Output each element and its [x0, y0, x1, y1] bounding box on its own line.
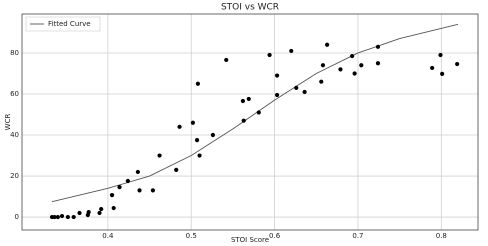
data-point	[195, 81, 200, 86]
data-point	[77, 210, 82, 216]
data-point	[65, 214, 70, 220]
data-point	[109, 193, 115, 198]
legend-label: Fitted Curve	[48, 20, 91, 28]
data-point	[319, 79, 324, 84]
fitted-curve	[51, 23, 459, 203]
data-point	[157, 153, 162, 158]
data-point	[240, 98, 246, 104]
y-axis-label: WCR	[4, 114, 12, 131]
data-point	[274, 73, 280, 78]
data-point	[375, 44, 381, 49]
data-point	[190, 120, 195, 125]
data-point	[438, 52, 443, 58]
data-point	[194, 138, 200, 143]
data-point	[71, 214, 76, 220]
data-point	[52, 214, 57, 220]
data-point	[241, 118, 246, 123]
data-point	[197, 153, 202, 158]
y-tick-label: 0	[15, 213, 19, 221]
x-tick-label: 0.7	[352, 232, 363, 240]
x-axis-label: STOI Score	[231, 236, 269, 244]
data-point	[274, 92, 280, 98]
data-point	[302, 89, 307, 95]
data-point	[97, 210, 102, 216]
x-tick-label: 0.5	[186, 232, 197, 240]
data-point	[86, 210, 91, 215]
plot-frame	[21, 13, 479, 231]
data-point	[177, 124, 182, 129]
data-point	[59, 213, 65, 219]
data-point	[55, 214, 60, 220]
data-point	[430, 65, 435, 71]
x-tick-label: 0.8	[436, 232, 447, 240]
data-point	[294, 85, 299, 90]
data-point	[137, 188, 142, 193]
data-point	[111, 205, 116, 211]
data-point	[289, 48, 294, 54]
data-point	[325, 42, 330, 47]
chart-title: STOI vs WCR	[221, 3, 279, 13]
legend-box	[25, 16, 101, 32]
x-tick-label: 0.4	[102, 232, 114, 240]
data-point	[224, 57, 229, 63]
data-point	[350, 53, 355, 59]
data-point	[375, 61, 381, 66]
data-point	[267, 52, 272, 58]
data-point	[117, 185, 122, 190]
data-point	[210, 132, 216, 138]
data-point	[246, 96, 251, 102]
y-tick-label: 60	[10, 90, 19, 98]
data-point	[440, 71, 445, 76]
data-point	[174, 167, 179, 172]
y-tick-label: 40	[10, 131, 19, 139]
data-point	[150, 188, 155, 193]
data-point	[359, 63, 364, 68]
y-tick-label: 20	[10, 172, 19, 180]
x-tick-label: 0.6	[269, 232, 281, 240]
data-point	[320, 63, 326, 68]
data-point	[352, 71, 357, 76]
data-point	[135, 169, 140, 175]
data-point	[99, 206, 104, 212]
data-point	[256, 110, 261, 115]
data-point	[125, 178, 130, 184]
data-point	[338, 67, 343, 72]
data-point	[455, 61, 460, 67]
y-tick-label: 80	[10, 49, 19, 57]
